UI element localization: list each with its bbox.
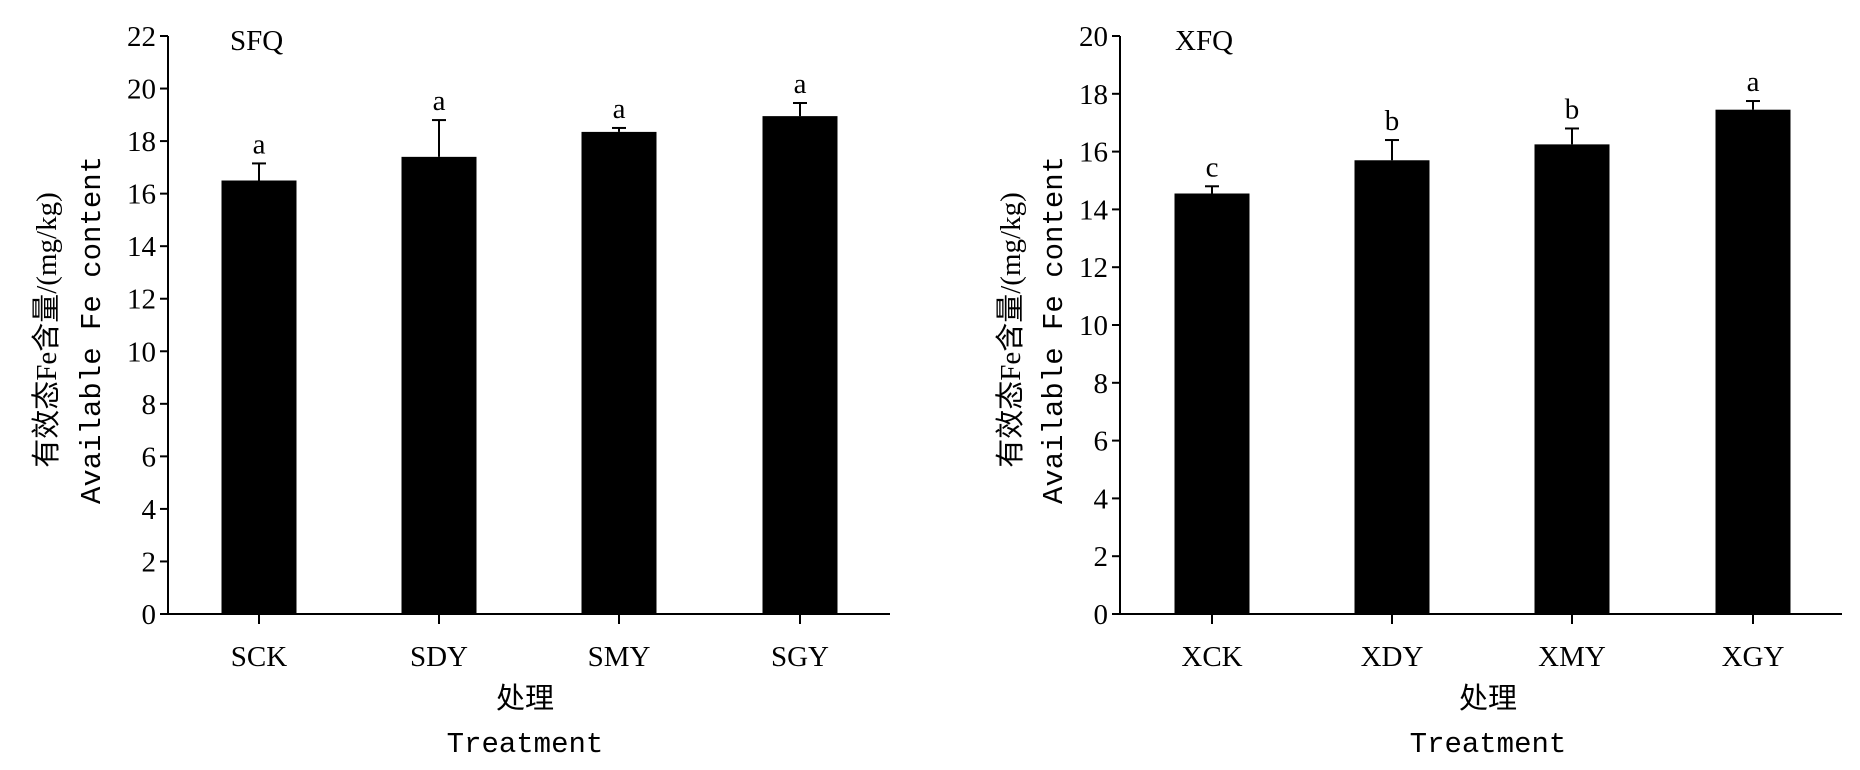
y-tick-label: 0	[1094, 599, 1109, 631]
y-tick-label: 10	[1079, 310, 1108, 342]
y-tick-label: 2	[142, 546, 157, 578]
bar-sgy	[762, 116, 838, 614]
y-axis-label-cn: 有效态Fe含量/(mg/kg)	[994, 192, 1027, 468]
bar-smy	[581, 131, 657, 615]
y-tick-label: 12	[127, 284, 156, 316]
chart-panel-sfq: 0 2 4 6 8 10 12 14 16 18 20 22 a SCK a SDY a SMY a SGY SFQ 处理…	[30, 21, 890, 761]
significance-label: a	[794, 68, 807, 100]
panel-label: SFQ	[230, 25, 283, 57]
x-tick-label: XDY	[1361, 641, 1424, 673]
bar-xgy	[1715, 109, 1791, 614]
bar-sdy	[401, 156, 477, 614]
panel-label: XFQ	[1175, 25, 1233, 57]
chart-panel-xfq: 0 2 4 6 8 10 12 14 16 18 20 c XCK b XDY b XMY a XGY XFQ 处理 Tr…	[994, 21, 1842, 761]
y-tick-label: 4	[1094, 483, 1109, 515]
y-tick-label: 6	[1094, 426, 1109, 458]
x-axis-label-cn: 处理	[1459, 682, 1517, 715]
bar-xdy	[1354, 160, 1430, 614]
bar-xck	[1174, 193, 1250, 614]
x-tick-label: XMY	[1538, 641, 1606, 673]
y-tick-label: 10	[127, 336, 156, 368]
significance-label: b	[1385, 105, 1400, 137]
y-tick-label: 12	[1079, 252, 1108, 284]
y-tick-label: 18	[1079, 79, 1108, 111]
y-axis-label-cn: 有效态Fe含量/(mg/kg)	[30, 192, 63, 468]
significance-label: b	[1565, 93, 1580, 125]
x-axis-label-en: Treatment	[1410, 728, 1567, 761]
y-tick-label: 2	[1094, 541, 1109, 573]
x-axis-label-en: Treatment	[447, 728, 604, 761]
x-tick-label: SCK	[231, 641, 287, 673]
y-tick-label: 16	[127, 179, 156, 211]
y-tick-label: 14	[1079, 194, 1109, 226]
bar-sck	[221, 180, 297, 614]
bar-xmy	[1534, 144, 1610, 614]
y-tick-label: 16	[1079, 137, 1108, 169]
significance-label: a	[253, 128, 266, 160]
x-axis-label-cn: 处理	[496, 682, 554, 715]
y-tick-label: 14	[127, 231, 157, 263]
significance-label: a	[613, 93, 626, 125]
y-tick-label: 20	[1079, 21, 1108, 53]
x-tick-label: XCK	[1181, 641, 1242, 673]
x-tick-label: SDY	[410, 641, 468, 673]
y-tick-label: 0	[142, 599, 157, 631]
x-tick-label: XGY	[1722, 641, 1785, 673]
y-tick-label: 18	[127, 126, 156, 158]
significance-label: a	[433, 85, 446, 117]
y-tick-label: 22	[127, 21, 156, 53]
y-tick-label: 8	[142, 389, 157, 421]
x-tick-label: SGY	[771, 641, 829, 673]
significance-label: a	[1747, 66, 1760, 98]
y-axis-label-en: Available Fe content	[1038, 156, 1071, 504]
y-tick-label: 20	[127, 74, 156, 106]
y-axis-label-en: Available Fe content	[76, 156, 109, 504]
y-tick-label: 6	[142, 441, 157, 473]
significance-label: c	[1206, 151, 1219, 183]
y-tick-label: 4	[142, 494, 157, 526]
y-tick-label: 8	[1094, 368, 1109, 400]
x-tick-label: SMY	[588, 641, 651, 673]
